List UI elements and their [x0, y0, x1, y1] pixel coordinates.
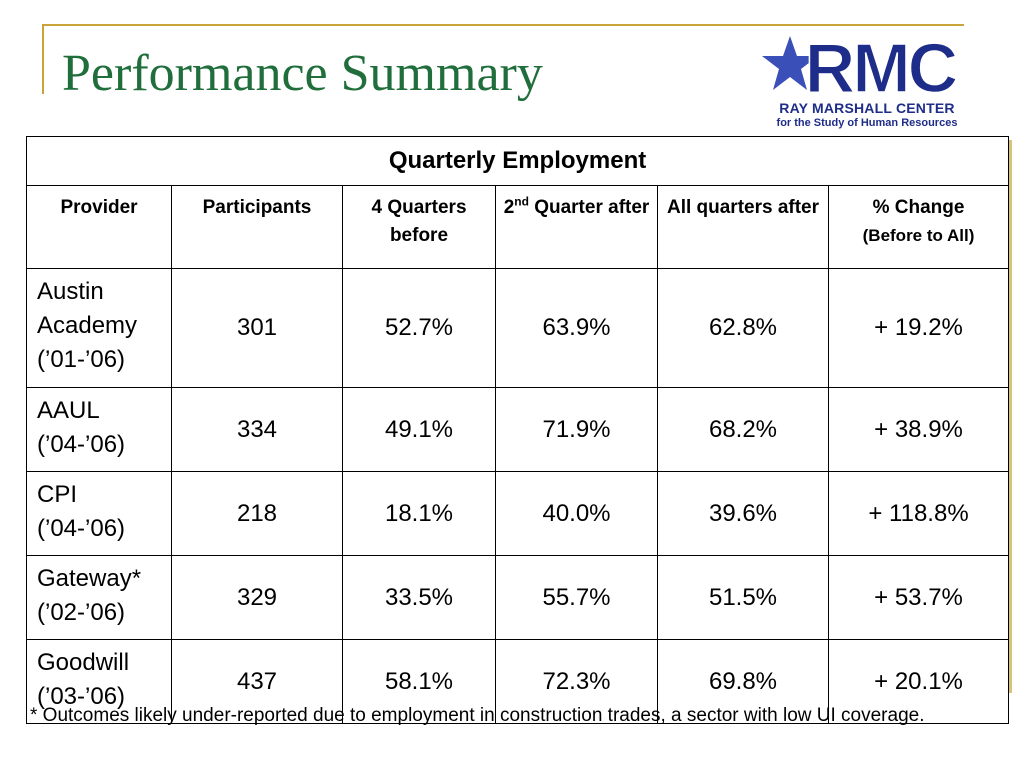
logo-org-name: RAY MARSHALL CENTER [779, 100, 955, 116]
second-quarter-cell: 55.7% [495, 555, 658, 640]
table-header-row: Provider Participants 4 Quarters before … [26, 185, 1010, 269]
header-second-quarter: 2nd Quarter after [495, 185, 658, 269]
logo-mark-text: RMC [805, 34, 957, 100]
provider-line: Goodwill [37, 649, 130, 676]
before-cell: 33.5% [342, 555, 496, 640]
provider-cell: Goodwill (’03-’06) [26, 639, 172, 724]
table-row: Gateway* (’02-’06) 329 33.5% 55.7% 51.5% … [26, 555, 1010, 640]
header-provider: Provider [26, 185, 172, 269]
header-change-sub: (Before to All) [862, 226, 975, 245]
change-cell: + 19.2% [827, 268, 1010, 388]
provider-line: Academy [37, 312, 138, 339]
second-quarter-cell: 63.9% [495, 268, 658, 388]
provider-line: AAUL [37, 397, 100, 424]
change-cell: + 53.7% [827, 555, 1010, 640]
provider-cell: Austin Academy (’01-’06) [26, 268, 172, 388]
header-second-sup: nd [514, 194, 529, 209]
provider-years: (’04-’06) [37, 431, 126, 458]
second-quarter-cell: 71.9% [495, 387, 658, 472]
participants-cell: 218 [171, 471, 343, 556]
footnote: * Outcomes likely under-reported due to … [30, 705, 925, 726]
participants-cell: 334 [171, 387, 343, 472]
change-cell: + 118.8% [827, 471, 1010, 556]
provider-years: (’01-’06) [37, 346, 126, 373]
table-row: CPI (’04-’06) 218 18.1% 40.0% 39.6% + 118… [26, 471, 1010, 556]
frame-top-line [42, 24, 964, 26]
header-second-post: Quarter after [528, 197, 650, 218]
header-change-main: % Change [872, 197, 965, 218]
participants-cell: 301 [171, 268, 343, 388]
all-quarters-cell: 62.8% [657, 268, 829, 388]
before-cell: 18.1% [342, 471, 496, 556]
all-quarters-cell: 68.2% [657, 387, 829, 472]
provider-line: Austin [37, 278, 104, 305]
before-cell: 58.1% [342, 639, 496, 724]
header-second-pre: 2 [503, 197, 515, 218]
table-row: AAUL (’04-’06) 334 49.1% 71.9% 68.2% + 38… [26, 387, 1010, 472]
provider-cell: CPI (’04-’06) [26, 471, 172, 556]
provider-cell: Gateway* (’02-’06) [26, 555, 172, 640]
second-quarter-cell: 40.0% [495, 471, 658, 556]
frame-left-line [42, 24, 44, 94]
table-row: Goodwill (’03-’06) 437 58.1% 72.3% 69.8% … [26, 639, 1010, 724]
provider-years: (’02-’06) [37, 599, 126, 626]
table-row: Austin Academy (’01-’06) 301 52.7% 63.9% 6… [26, 268, 1010, 388]
star-icon [762, 36, 818, 90]
rmc-logo-mark: RMC [762, 34, 960, 100]
page-title: Performance Summary [62, 45, 543, 102]
provider-years: (’04-’06) [37, 515, 126, 542]
all-quarters-cell: 51.5% [657, 555, 829, 640]
performance-table: Quarterly Employment Provider Participan… [25, 136, 1010, 724]
header-all-quarters: All quarters after [657, 185, 829, 269]
provider-cell: AAUL (’04-’06) [26, 387, 172, 472]
before-cell: 49.1% [342, 387, 496, 472]
rmc-logo: RMC RAY MARSHALL CENTER for the Study of… [762, 34, 968, 134]
table-caption: Quarterly Employment [25, 136, 1010, 186]
header-before: 4 Quarters before [342, 185, 496, 269]
all-quarters-cell: 39.6% [657, 471, 829, 556]
header-participants: Participants [171, 185, 343, 269]
provider-line: Gateway* [37, 565, 142, 592]
provider-years: (’03-’06) [37, 683, 126, 710]
change-cell: + 38.9% [827, 387, 1010, 472]
table-caption-row: Quarterly Employment [25, 136, 1010, 186]
before-cell: 52.7% [342, 268, 496, 388]
participants-cell: 437 [171, 639, 343, 724]
provider-line: CPI [37, 481, 78, 508]
participants-cell: 329 [171, 555, 343, 640]
all-quarters-cell: 69.8% [657, 639, 829, 724]
change-cell: + 20.1% [827, 639, 1010, 724]
logo-org-subtitle: for the Study of Human Resources [776, 117, 958, 129]
header-change: % Change (Before to All) [827, 185, 1010, 269]
